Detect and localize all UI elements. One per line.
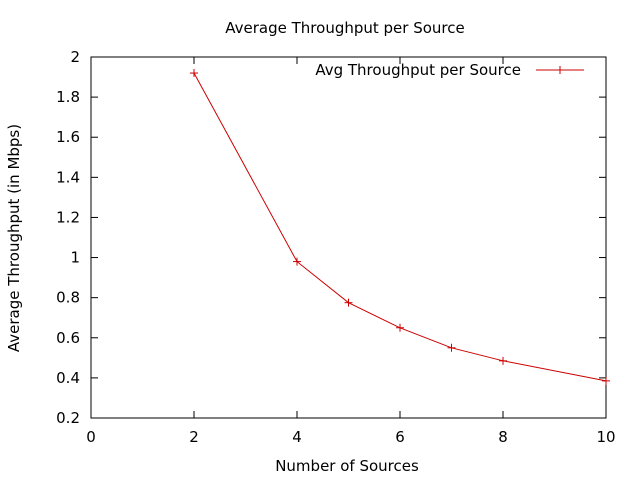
data-point bbox=[447, 343, 456, 352]
legend-marker bbox=[556, 66, 564, 74]
y-tick-labels: 0.2 0.4 0.6 0.8 1 1.2 1.4 1.6 1.8 2 bbox=[56, 48, 80, 427]
data-point bbox=[190, 69, 198, 78]
x-tick-label: 0 bbox=[86, 428, 96, 446]
series-layer bbox=[190, 69, 610, 385]
data-point bbox=[396, 323, 404, 332]
x-tick-label: 8 bbox=[498, 428, 508, 446]
data-point bbox=[602, 376, 610, 385]
plot-frame bbox=[90, 56, 607, 419]
x-tick-label: 4 bbox=[292, 428, 302, 446]
y-tick-label: 1.6 bbox=[56, 128, 80, 146]
y-tick-label: 1.2 bbox=[56, 208, 80, 226]
x-tick-labels: 0 2 4 6 8 10 bbox=[86, 428, 615, 446]
y-tick-label: 1 bbox=[70, 249, 80, 267]
x-axis-label: Number of Sources bbox=[275, 457, 419, 475]
legend-label: Avg Throughput per Source bbox=[315, 61, 521, 79]
y-tick-label: 1.4 bbox=[56, 168, 80, 186]
y-tick-label: 0.6 bbox=[56, 329, 80, 347]
y-tick-label: 0.2 bbox=[56, 409, 80, 427]
x-tick-label: 2 bbox=[189, 428, 199, 446]
y-axis-label: Average Throughput (in Mbps) bbox=[5, 124, 23, 352]
legend: Avg Throughput per Source bbox=[315, 61, 584, 79]
x-tick-label: 10 bbox=[596, 428, 615, 446]
data-point bbox=[499, 356, 507, 365]
series-line bbox=[193, 72, 607, 382]
x-tick-label: 6 bbox=[395, 428, 405, 446]
axis-ticks bbox=[90, 56, 607, 419]
data-point bbox=[293, 257, 301, 266]
y-tick-label: 1.8 bbox=[56, 88, 80, 106]
y-tick-label: 0.4 bbox=[56, 369, 80, 387]
data-point bbox=[344, 298, 353, 307]
chart-title: Average Throughput per Source bbox=[225, 19, 464, 37]
y-tick-label: 2 bbox=[70, 48, 80, 66]
y-tick-label: 0.8 bbox=[56, 289, 80, 307]
